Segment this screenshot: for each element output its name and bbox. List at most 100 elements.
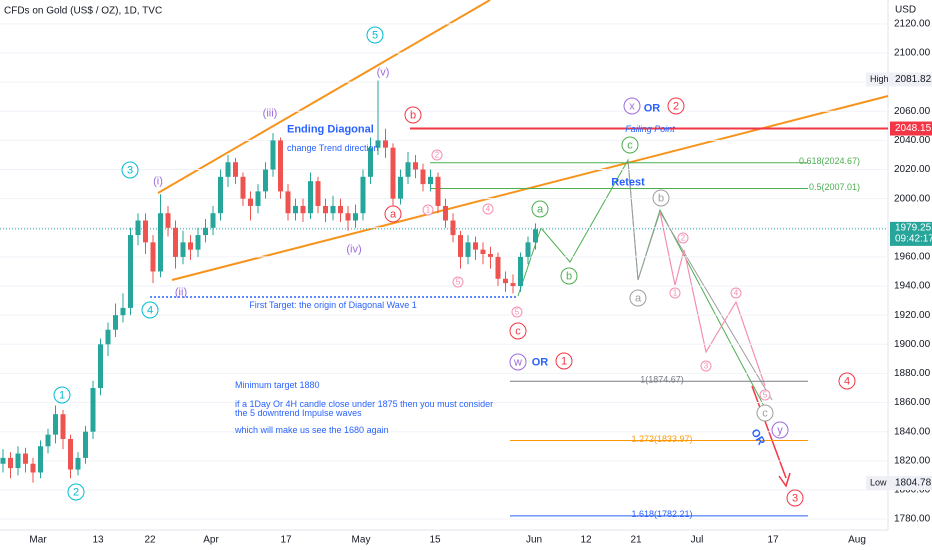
candle-body xyxy=(488,254,493,257)
candle-body xyxy=(383,140,388,148)
candle-body xyxy=(525,242,531,257)
annotation: 1 xyxy=(673,289,678,298)
candle-body xyxy=(225,162,231,177)
annotation: c xyxy=(627,139,633,151)
candle-body xyxy=(203,227,208,236)
wave-circle xyxy=(669,287,681,299)
candle-body xyxy=(195,235,201,250)
annotation: 2 xyxy=(73,486,79,498)
wave-circle xyxy=(141,301,159,319)
annotation: a xyxy=(635,292,642,304)
wave-circle xyxy=(700,360,712,372)
candle-body xyxy=(158,213,163,272)
candle-body xyxy=(38,446,43,473)
annotation: 4 xyxy=(734,289,739,298)
annotation: 4 xyxy=(844,375,850,387)
annotation: (iv) xyxy=(346,243,361,255)
candle-body xyxy=(473,242,478,250)
x-tick-label: Mar xyxy=(29,535,47,546)
y-tick-label: 1820.00 xyxy=(894,455,931,466)
annotation: b xyxy=(566,270,572,282)
candle-body xyxy=(255,191,261,206)
annotation: a xyxy=(390,208,397,220)
wave-circle xyxy=(511,306,523,318)
annotation: 2 xyxy=(435,151,440,160)
fib-label: 0.618(2024.67) xyxy=(799,156,860,166)
wave-circle xyxy=(121,161,139,179)
candle-body xyxy=(323,205,328,214)
y-tick-label: 2100.00 xyxy=(894,48,931,59)
candle-body xyxy=(240,176,246,199)
annotation: 5 xyxy=(515,308,520,317)
candle-body xyxy=(8,457,13,469)
hl-label: High xyxy=(870,74,889,84)
annotation: 4 xyxy=(486,205,491,214)
x-tick-label: 22 xyxy=(144,535,156,546)
countdown: 09:42:17 xyxy=(895,234,932,245)
candle-body xyxy=(60,414,66,439)
y-tick-label: 1920.00 xyxy=(894,310,931,321)
y-tick-label: 1860.00 xyxy=(894,397,931,408)
candle-body xyxy=(338,205,343,214)
wave-circle xyxy=(366,26,384,44)
price-badge xyxy=(890,221,932,246)
candle-body xyxy=(458,235,463,257)
candle-body xyxy=(278,140,283,192)
fib-label: 1.618(1782.21) xyxy=(631,509,692,519)
candle-body xyxy=(308,181,313,214)
candle-body xyxy=(390,147,396,199)
candle-body xyxy=(263,169,268,192)
candle-body xyxy=(233,162,238,177)
y-tick-label: 2000.00 xyxy=(894,193,931,204)
wave-circle xyxy=(786,489,804,507)
candle-body xyxy=(465,242,471,257)
annotation: 5 xyxy=(763,391,768,400)
candle-body xyxy=(510,283,516,287)
annotation: OR xyxy=(748,427,767,447)
candle-body xyxy=(518,256,523,287)
y-tick-label: 2040.00 xyxy=(894,135,931,146)
candle-body xyxy=(360,176,366,214)
candle-body xyxy=(150,242,156,272)
annotation: 2 xyxy=(681,234,686,243)
x-tick-label: 15 xyxy=(429,535,441,546)
projection xyxy=(659,211,766,387)
x-tick-label: Aug xyxy=(848,535,866,546)
candle-body xyxy=(120,307,126,316)
candle-body xyxy=(480,249,486,255)
annotation: 4 xyxy=(147,304,153,316)
y-tick-label: 2120.00 xyxy=(894,19,931,30)
wave-circle xyxy=(404,106,422,124)
candle-body xyxy=(143,220,148,243)
price-badge xyxy=(890,121,932,136)
y-tick-label: 2020.00 xyxy=(894,164,931,175)
candle-body xyxy=(53,414,58,435)
annotation: 1 xyxy=(561,355,567,367)
wave-circle xyxy=(677,232,689,244)
candle-body xyxy=(405,162,411,177)
candle-body xyxy=(248,198,253,206)
layer: 2120.002100.002080.002060.002040.002020.… xyxy=(0,19,932,546)
annotation: OR xyxy=(532,356,549,368)
candle-body xyxy=(105,329,111,345)
candle-body xyxy=(428,176,433,185)
fib-label: 0.5(2007.01) xyxy=(809,182,860,192)
annotation: (iii) xyxy=(263,107,278,119)
candle-body xyxy=(315,181,321,206)
price-badge-text: 2048.15 xyxy=(895,123,932,134)
hl-value: 2081.82 xyxy=(895,74,932,85)
candle-body xyxy=(300,205,306,214)
candle-body xyxy=(68,438,73,470)
wave-circle xyxy=(667,97,685,115)
y-tick-label: 2060.00 xyxy=(894,106,931,117)
wave-circle xyxy=(629,289,647,307)
candle-body xyxy=(0,457,6,464)
annotation: y xyxy=(777,424,783,436)
annotation: (v) xyxy=(377,66,390,78)
annotation: x xyxy=(629,100,635,112)
x-tick-label: 21 xyxy=(630,535,642,546)
annotation: 3 xyxy=(792,492,798,504)
fib-label: 1.272(1833.97) xyxy=(631,434,692,444)
y-unit: USD xyxy=(895,5,916,16)
